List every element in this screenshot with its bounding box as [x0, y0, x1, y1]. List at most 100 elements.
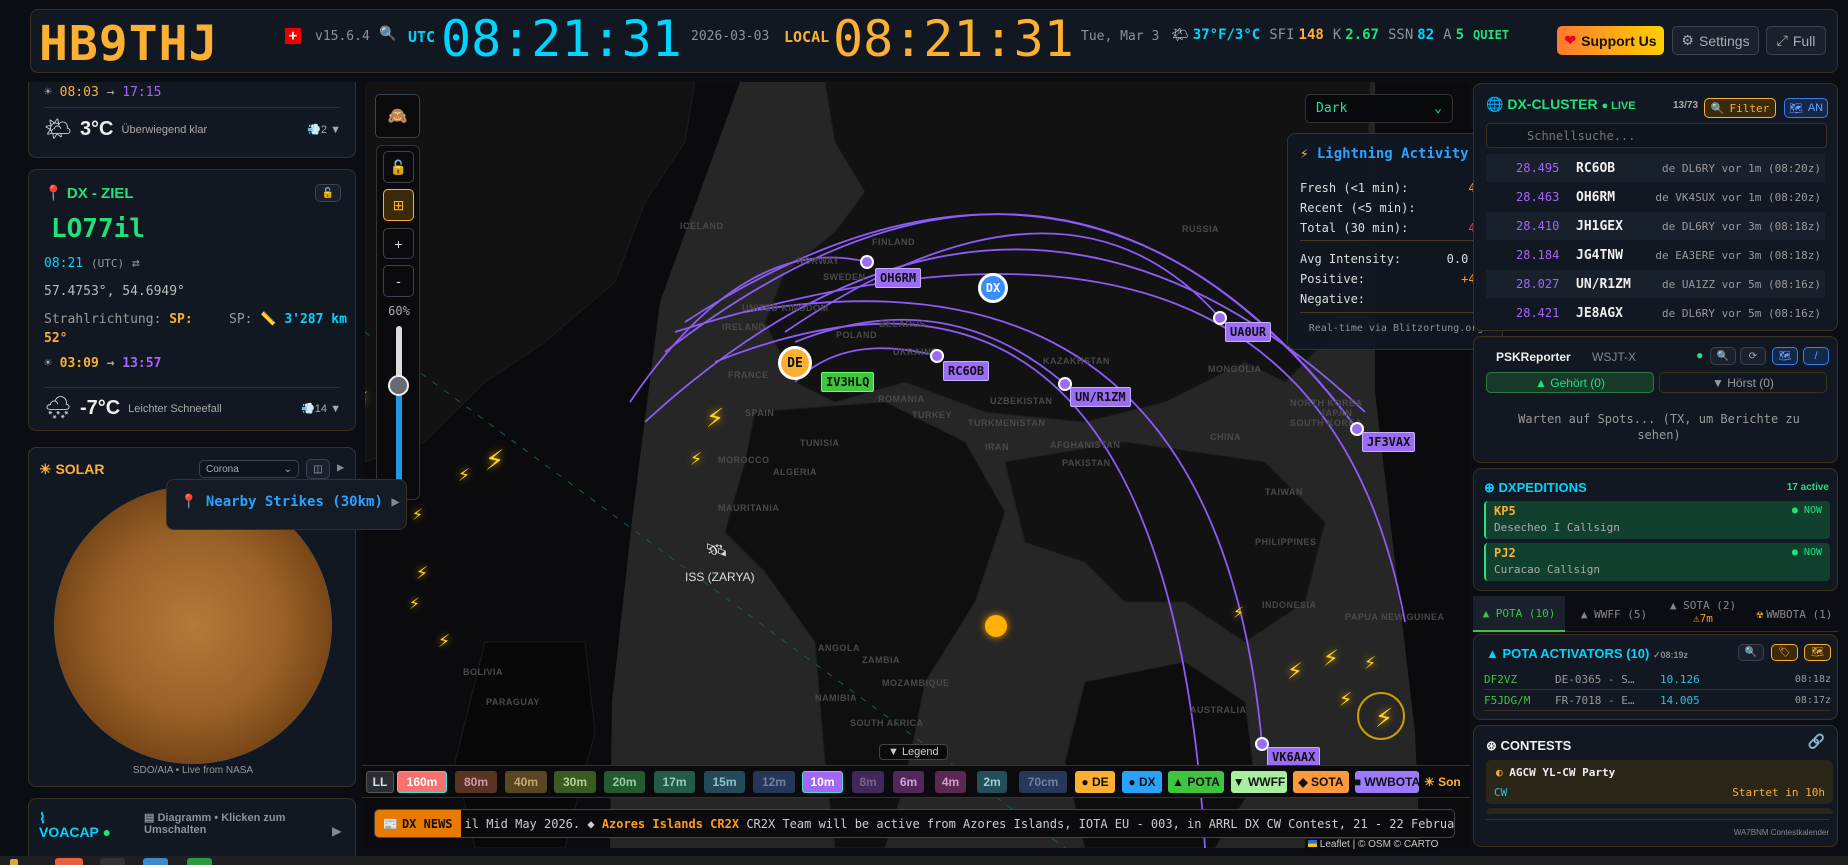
band-button-son[interactable]: ☀ Son: [1424, 775, 1461, 789]
band-button-8m[interactable]: 8m: [852, 771, 884, 793]
band-button-sota[interactable]: ◆ SOTA: [1293, 771, 1349, 793]
voacap-card[interactable]: ⌇ VOACAP ● ▤ Diagramm • Klicken zum Umsch…: [28, 798, 356, 858]
cluster-spot-row[interactable]: 28.421 JE8AGX de DL6RY vor 5m (08:16z): [1486, 299, 1825, 327]
hearing-tab[interactable]: ▼ Hörst (0): [1659, 372, 1827, 393]
lightning-strike-icon[interactable]: ⚡: [485, 440, 505, 478]
spot-callsign[interactable]: RC6OB: [1576, 160, 1616, 176]
band-button-70cm[interactable]: 70cm: [1019, 771, 1067, 793]
tab-pskreporter[interactable]: PSKReporter: [1496, 350, 1571, 364]
search-button[interactable]: 🔍: [1738, 644, 1764, 661]
spot-callsign[interactable]: UN/R1ZM: [1576, 276, 1631, 292]
band-button-20m[interactable]: 20m: [604, 771, 645, 793]
split-view-button[interactable]: ◫: [306, 459, 330, 479]
cluster-spot-row[interactable]: 28.027 UN/R1ZM de UA1ZZ vor 5m (08:16z): [1486, 270, 1825, 298]
dxpedition-item[interactable]: PJ2 Curacao Callsign ● NOW: [1484, 543, 1830, 581]
hide-overlay-button[interactable]: 🙈: [375, 94, 420, 138]
spot-label-ua0ur[interactable]: UA0UR: [1225, 322, 1272, 342]
tab-sota[interactable]: ▲ SOTA (2) ⚠7m: [1669, 599, 1737, 625]
lightning-strike-icon[interactable]: ⚡: [1287, 656, 1303, 686]
band-button-80m[interactable]: 80m: [455, 771, 497, 793]
map-theme-select[interactable]: Dark ⌄: [1305, 94, 1453, 123]
legend-toggle-button[interactable]: ▼ Legend: [879, 744, 948, 760]
label-toggle-button[interactable]: 🏷: [1771, 644, 1798, 661]
zoom-in-button[interactable]: +: [383, 228, 414, 259]
lightning-strike-icon[interactable]: ⚡: [1339, 687, 1353, 712]
lock-map-button[interactable]: 🔓: [383, 151, 414, 183]
spot-marker[interactable]: [930, 349, 944, 363]
pota-activator-row[interactable]: DF2VZ DE-0365 - S… 10.126 08:18z: [1484, 669, 1831, 690]
band-button-30m[interactable]: 30m: [554, 771, 596, 793]
iss-satellite-icon[interactable]: 🛰: [705, 540, 728, 561]
quick-search-input[interactable]: [1486, 123, 1827, 148]
cluster-spot-row[interactable]: 28.410 JH1GEX de DL6RY vor 3m (08:18z): [1486, 212, 1825, 240]
dx-news-ticker[interactable]: 📰 DX NEWS il Mid May 2026. ◆ Azores Islan…: [374, 809, 1455, 838]
lightning-strike-icon[interactable]: ⚡: [690, 446, 703, 470]
settings-button[interactable]: ⚙ Settings: [1672, 26, 1759, 55]
band-button-40m[interactable]: 40m: [505, 771, 547, 793]
spot-callsign[interactable]: JG4TNW: [1576, 247, 1623, 263]
lightning-strike-icon[interactable]: ⚡: [1364, 650, 1377, 674]
news-headline[interactable]: Azores Islands CR2X: [601, 816, 740, 831]
nearby-strikes-panel[interactable]: 📍 Nearby Strikes (30km) ▶: [166, 479, 407, 530]
zoom-out-button[interactable]: -: [383, 265, 414, 297]
band-button-12m[interactable]: 12m: [753, 771, 795, 793]
spot-marker[interactable]: [1058, 377, 1072, 391]
tab-wwbota[interactable]: ☢ WWBOTA (1): [1756, 607, 1833, 621]
expand-arrow-icon[interactable]: ▶: [391, 494, 400, 510]
map-button[interactable]: 🗺: [1804, 644, 1831, 661]
tab-pota[interactable]: ▲ POTA (10): [1473, 596, 1565, 632]
spot-marker[interactable]: [1213, 311, 1227, 325]
fullscreen-button[interactable]: ⤢ Full: [1766, 26, 1826, 55]
dxpedition-item[interactable]: KP5 Desecheo I Callsign ● NOW: [1484, 501, 1830, 539]
taskbar-app-icon[interactable]: [55, 858, 83, 865]
cluster-spot-row[interactable]: 28.463 OH6RM de VK4SUX vor 1m (08:20z): [1486, 183, 1825, 211]
map-toggle-button[interactable]: 🗺 AN: [1784, 98, 1828, 118]
filter-button[interactable]: 🔍 Filter: [1704, 98, 1776, 118]
search-icon[interactable]: 🔍: [379, 26, 397, 42]
spot-label-vk6aax[interactable]: VK6AAX: [1267, 747, 1321, 767]
de-marker[interactable]: DE: [778, 346, 812, 380]
band-button-6m[interactable]: 6m: [893, 771, 924, 793]
dx-wind[interactable]: 💨14 ▼: [301, 403, 341, 415]
dx-marker[interactable]: DX: [978, 273, 1008, 303]
lightning-strike-icon[interactable]: ⚡: [365, 387, 369, 413]
paths-button[interactable]: /: [1803, 347, 1829, 365]
band-button-2m[interactable]: 2m: [977, 771, 1007, 793]
link-icon[interactable]: 🔗: [1807, 734, 1825, 750]
band-button-15m[interactable]: 15m: [704, 771, 745, 793]
pota-activator-row[interactable]: F5JDG/M FR-7018 - E… 14.005 08:17z: [1484, 690, 1831, 711]
lightning-strike-icon[interactable]: ⚡: [409, 593, 420, 614]
spot-marker[interactable]: [1350, 422, 1364, 436]
lightning-strike-icon[interactable]: ⚡: [438, 628, 451, 652]
spot-marker[interactable]: [1255, 737, 1269, 751]
band-button-dx[interactable]: ● DX: [1122, 771, 1162, 793]
band-button-4m[interactable]: 4m: [935, 771, 966, 793]
cluster-spot-row[interactable]: 28.495 RC6OB de DL6RY vor 1m (08:20z): [1486, 154, 1825, 182]
band-button-10m[interactable]: 10m: [802, 771, 843, 793]
swap-icon[interactable]: ⇄: [131, 256, 140, 271]
spot-label-jf3vax[interactable]: JF3VAX: [1362, 432, 1416, 452]
band-button-pota[interactable]: ▲ POTA: [1168, 771, 1224, 793]
band-button-160m[interactable]: 160m: [397, 771, 447, 793]
taskbar-app-icon[interactable]: [100, 858, 125, 865]
grid-toggle-button[interactable]: ⊞: [383, 189, 414, 221]
lightning-strike-icon[interactable]: ⚡: [1323, 643, 1339, 673]
lightning-strike-icon[interactable]: ⚡: [412, 504, 423, 525]
contest-item[interactable]: ◐ AGCW YL-CW Party CW Startet in 10h: [1486, 760, 1833, 804]
de-wind[interactable]: 💨2 ▼: [307, 124, 341, 136]
taskbar-app-icon[interactable]: [187, 858, 212, 865]
world-map[interactable]: ICELAND NORWAY SWEDEN UNITED KINGDOM IRELAND…: [365, 82, 1470, 848]
band-button-wwff[interactable]: ▼ WWFF: [1231, 771, 1287, 793]
map-button[interactable]: 🗺: [1772, 347, 1798, 365]
band-button-wwbota[interactable]: ■ WWBOTA: [1354, 771, 1420, 793]
lightning-strike-icon[interactable]: ⚡: [416, 560, 429, 584]
solar-view-select[interactable]: Corona ⌄: [199, 460, 299, 478]
play-icon[interactable]: ▶: [337, 460, 345, 474]
band-button-de[interactable]: ● DE: [1075, 771, 1115, 793]
opacity-slider-handle[interactable]: [388, 375, 409, 396]
spot-marker[interactable]: [860, 255, 874, 269]
contest-source[interactable]: WA7BNM Contestkalender: [1733, 828, 1829, 837]
band-button-ll[interactable]: LL: [366, 771, 394, 793]
spot-label-rc6ob[interactable]: RC6OB: [943, 361, 990, 381]
play-icon[interactable]: ▶: [332, 821, 342, 840]
